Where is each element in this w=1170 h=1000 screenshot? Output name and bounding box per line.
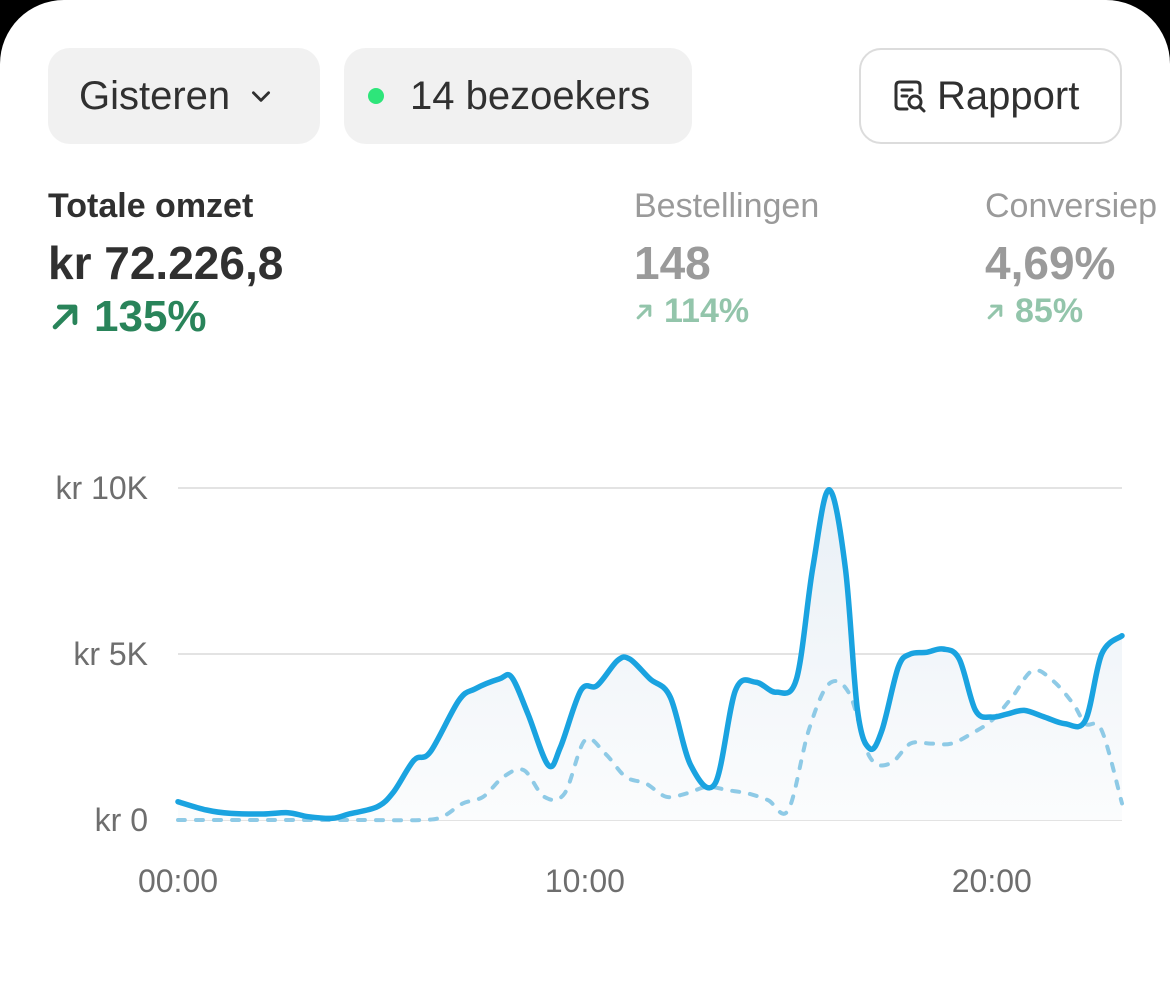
y-tick-label: kr 0 — [95, 802, 148, 838]
metric-label: Bestellingen — [634, 187, 820, 225]
metric-change-value: 114% — [664, 292, 750, 330]
date-range-label: Gisteren — [79, 73, 231, 118]
report-label: Rapport — [937, 73, 1080, 118]
metric-change: 114% — [634, 292, 819, 331]
x-axis-ticks: 00:00 10:00 20:00 — [138, 863, 1032, 899]
metric-label: Conversiep — [985, 187, 1157, 225]
arrow-up-right-icon — [52, 304, 78, 330]
metric-value: 4,69% — [985, 237, 1116, 289]
date-range-dropdown[interactable]: Gisteren — [48, 48, 320, 144]
y-tick-label: kr 10K — [56, 470, 148, 506]
sales-line-chart[interactable]: kr 0 kr 5K kr 10K 00:00 10:00 20:00 — [0, 440, 1170, 940]
x-tick-label: 00:00 — [138, 863, 218, 899]
report-button[interactable]: Rapport — [859, 48, 1122, 144]
metric-change: 85% — [985, 292, 1157, 331]
series-area-fill — [178, 489, 1122, 820]
metric-change-value: 135% — [94, 292, 207, 341]
metric-value: 148 — [634, 237, 711, 289]
metric-change-value: 85% — [1015, 292, 1084, 330]
y-axis-ticks: kr 0 kr 5K kr 10K — [56, 470, 148, 838]
live-visitors-badge[interactable]: 14 bezoekers — [344, 48, 692, 144]
metric-value: kr 72.226,8 — [48, 237, 284, 289]
visitors-label: 14 bezoekers — [410, 73, 651, 118]
metric-total-sales[interactable]: Totale omzet kr 72.226,8 135% — [48, 186, 283, 342]
x-tick-label: 20:00 — [952, 863, 1032, 899]
x-tick-label: 10:00 — [545, 863, 625, 899]
report-search-icon — [894, 80, 926, 113]
y-tick-label: kr 5K — [73, 636, 148, 672]
arrow-up-right-icon — [636, 304, 652, 319]
metric-label: Totale omzet — [48, 187, 254, 225]
metric-orders[interactable]: Bestellingen 148 114% — [634, 186, 819, 331]
series-lines — [175, 486, 1125, 823]
area-fill — [178, 489, 1122, 820]
metric-change: 135% — [48, 292, 283, 342]
live-dot-icon — [368, 88, 384, 104]
chevron-down-icon — [252, 91, 271, 102]
metric-conversion[interactable]: Conversiep 4,69% 85% — [985, 186, 1157, 331]
arrow-up-right-icon — [987, 304, 1003, 319]
primary-series-line[interactable] — [175, 486, 1125, 822]
